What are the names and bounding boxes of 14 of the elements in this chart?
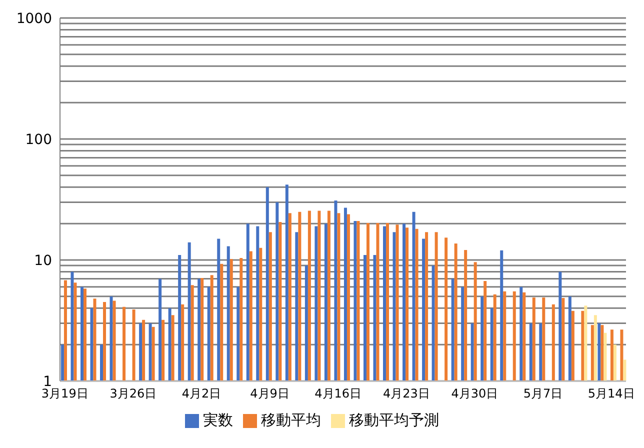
x-tick-label: 5月7日 (523, 386, 563, 401)
x-tick-label: 4月30日 (451, 386, 498, 401)
y-tick-label: 1000 (16, 10, 52, 27)
y-tick-label: 10 (34, 252, 52, 269)
x-tick-label: 4月16日 (314, 386, 362, 401)
x-tick-label: 5月14日 (588, 386, 635, 401)
x-tick-label: 4月23日 (382, 386, 430, 401)
x-tick-label: 4月9日 (250, 386, 290, 401)
legend-label: 移動平均予測 (349, 411, 439, 429)
y-tick-label: 100 (25, 132, 52, 148)
legend-label: 移動平均 (261, 411, 321, 429)
legend-label: 実数 (203, 411, 233, 429)
x-tick-label: 4月2日 (182, 386, 222, 401)
x-tick-label: 3月26日 (110, 386, 157, 401)
